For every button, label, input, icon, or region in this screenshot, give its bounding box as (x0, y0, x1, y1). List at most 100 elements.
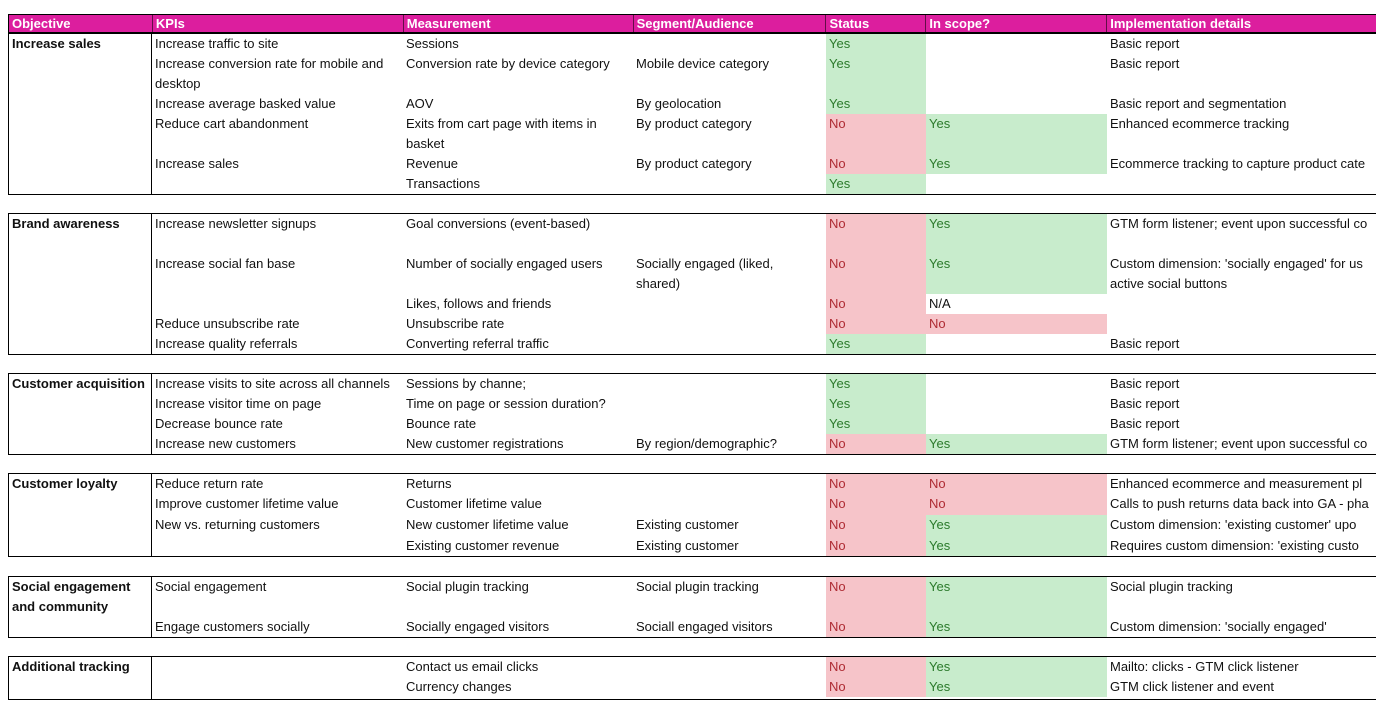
cell-measurement[interactable]: New customer registrations (406, 436, 564, 451)
cell-kpi[interactable]: Increase new customers (155, 436, 296, 451)
cell-implementation[interactable]: Mailto: clicks - GTM click listener (1110, 659, 1299, 674)
cell-kpi[interactable]: Increase social fan base (155, 256, 296, 271)
cell-segment[interactable]: Existing customer (636, 538, 739, 553)
cell-measurement[interactable]: Existing customer revenue (406, 538, 560, 553)
header-objective[interactable]: Objective (9, 15, 153, 32)
cell-status[interactable]: Yes (826, 34, 926, 54)
cell-kpi[interactable]: Increase conversion rate for mobile and d… (155, 56, 384, 91)
cell-in-scope[interactable]: N/A (929, 296, 951, 311)
cell-kpi[interactable]: Increase sales (155, 156, 239, 171)
cell-status[interactable]: No (826, 536, 926, 556)
cell-in-scope[interactable] (926, 94, 1107, 114)
cell-in-scope[interactable]: No (926, 314, 1107, 334)
cell-segment[interactable] (633, 494, 826, 515)
cell-in-scope[interactable]: No (926, 494, 1107, 515)
cell-measurement[interactable]: Returns (406, 476, 452, 491)
cell-kpi[interactable] (152, 677, 403, 697)
cell-segment[interactable]: Existing customer (636, 517, 739, 532)
cell-in-scope[interactable] (926, 374, 1107, 394)
cell-kpi[interactable]: Increase average basked value (155, 96, 336, 111)
cell-implementation[interactable]: GTM click listener and event (1110, 679, 1275, 694)
cell-measurement[interactable]: Socially engaged visitors (406, 619, 550, 634)
cell-implementation[interactable]: Basic report (1110, 36, 1180, 51)
cell-status[interactable]: No (826, 617, 926, 637)
cell-segment[interactable]: Socially engaged (liked, shared) (636, 256, 774, 291)
header-segment[interactable]: Segment/Audience (634, 15, 827, 32)
cell-segment[interactable] (633, 334, 826, 354)
cell-objective[interactable]: Brand awareness (9, 214, 152, 354)
cell-in-scope[interactable]: Yes (926, 617, 1107, 637)
cell-measurement[interactable]: Likes, follows and friends (406, 296, 552, 311)
cell-kpi[interactable]: Improve customer lifetime value (155, 496, 339, 511)
cell-implementation[interactable]: Basic report (1110, 56, 1180, 71)
cell-status[interactable]: No (826, 314, 926, 334)
cell-status[interactable]: No (826, 494, 926, 515)
cell-segment[interactable] (633, 374, 826, 394)
cell-in-scope[interactable]: Yes (926, 254, 1107, 294)
cell-measurement[interactable]: Unsubscribe rate (406, 316, 505, 331)
cell-status[interactable]: No (826, 254, 926, 294)
cell-in-scope[interactable] (926, 334, 1107, 354)
cell-kpi[interactable] (152, 294, 403, 314)
cell-implementation[interactable] (1107, 314, 1376, 334)
cell-kpi[interactable] (152, 536, 403, 556)
cell-implementation[interactable]: Custom dimension: 'existing customer' up… (1110, 517, 1357, 532)
header-kpis[interactable]: KPIs (153, 15, 404, 32)
cell-implementation[interactable]: Ecommerce tracking to capture product ca… (1110, 156, 1366, 171)
cell-segment[interactable] (633, 677, 826, 697)
cell-segment[interactable]: By product category (636, 156, 752, 171)
cell-implementation[interactable]: Basic report (1110, 416, 1180, 431)
cell-kpi[interactable]: Increase traffic to site (155, 36, 279, 51)
cell-in-scope[interactable]: Yes (926, 434, 1107, 454)
cell-segment[interactable]: By geolocation (636, 96, 722, 111)
cell-measurement[interactable]: Bounce rate (406, 416, 477, 431)
cell-in-scope[interactable]: Yes (926, 154, 1107, 174)
cell-kpi[interactable]: Reduce return rate (155, 476, 264, 491)
cell-kpi[interactable]: New vs. returning customers (155, 517, 320, 532)
cell-in-scope[interactable]: Yes (926, 677, 1107, 697)
cell-segment[interactable]: Sociall engaged visitors (636, 619, 773, 634)
cell-measurement[interactable]: Currency changes (406, 679, 512, 694)
header-status[interactable]: Status (826, 15, 927, 32)
cell-implementation[interactable]: Calls to push returns data back into GA … (1110, 496, 1369, 511)
cell-segment[interactable] (633, 394, 826, 414)
cell-status[interactable]: No (826, 677, 926, 697)
cell-implementation[interactable]: Enhanced ecommerce and measurement pl (1110, 476, 1363, 491)
cell-implementation[interactable]: Enhanced ecommerce tracking (1110, 116, 1290, 131)
cell-status[interactable]: Yes (826, 54, 926, 94)
cell-measurement[interactable]: Sessions (406, 36, 459, 51)
cell-segment[interactable] (633, 294, 826, 314)
cell-measurement[interactable]: Revenue (406, 156, 459, 171)
cell-status[interactable]: No (826, 114, 926, 154)
cell-measurement[interactable]: AOV (406, 96, 434, 111)
cell-implementation[interactable] (1107, 174, 1376, 194)
header-implementation[interactable]: Implementation details (1110, 16, 1252, 31)
cell-status[interactable]: Yes (826, 374, 926, 394)
cell-status[interactable]: Yes (826, 394, 926, 414)
cell-kpi[interactable]: Increase newsletter signups (155, 216, 317, 231)
cell-status[interactable]: Yes (826, 414, 926, 434)
cell-kpi[interactable]: Increase quality referrals (155, 336, 298, 351)
cell-segment[interactable]: Social plugin tracking (636, 579, 759, 594)
cell-segment[interactable]: By region/demographic? (636, 436, 777, 451)
cell-kpi[interactable]: Engage customers socially (155, 619, 310, 634)
cell-segment[interactable] (633, 34, 826, 54)
cell-segment[interactable] (633, 174, 826, 194)
cell-kpi[interactable]: Reduce cart abandonment (155, 116, 309, 131)
cell-measurement[interactable]: Exits from cart page with items in basket (406, 116, 597, 151)
cell-in-scope[interactable]: Yes (926, 214, 1107, 254)
cell-kpi[interactable]: Reduce unsubscribe rate (155, 316, 300, 331)
cell-measurement[interactable]: Sessions by channe; (406, 376, 526, 391)
cell-kpi[interactable] (152, 174, 403, 194)
cell-in-scope[interactable] (926, 414, 1107, 434)
cell-measurement[interactable]: Customer lifetime value (406, 496, 542, 511)
cell-status[interactable]: No (826, 515, 926, 536)
cell-measurement[interactable]: Transactions (406, 176, 480, 191)
cell-kpi[interactable]: Increase visitor time on page (155, 396, 322, 411)
cell-measurement[interactable]: Number of socially engaged users (406, 256, 603, 271)
cell-segment[interactable] (633, 214, 826, 254)
cell-implementation[interactable]: GTM form listener; event upon successful… (1110, 436, 1368, 451)
header-measurement[interactable]: Measurement (404, 15, 634, 32)
cell-implementation[interactable]: GTM form listener; event upon successful… (1110, 216, 1368, 231)
cell-in-scope[interactable]: Yes (926, 536, 1107, 556)
